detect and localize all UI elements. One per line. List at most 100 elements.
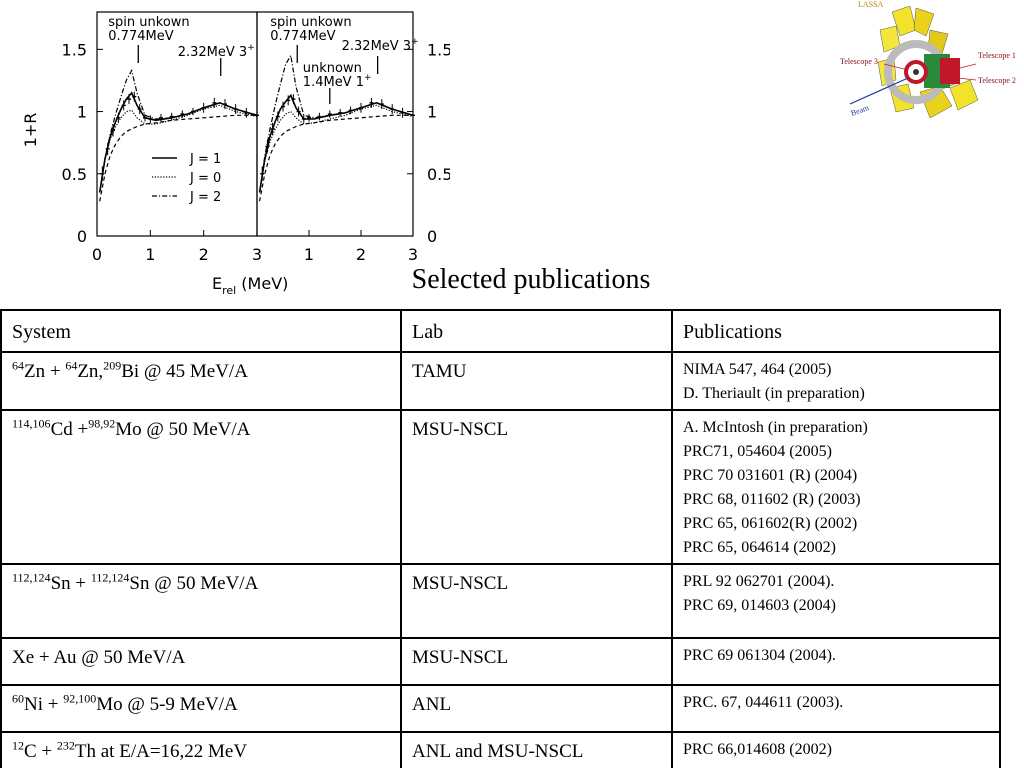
isotope-mass: 98,92: [88, 416, 116, 431]
x-axis-label-text: E: [212, 274, 222, 293]
legend-label: J = 2: [189, 190, 221, 205]
isotope-mass: 112,124: [12, 570, 51, 585]
legend-label: J = 0: [189, 171, 221, 186]
annotation: 0.774MeV: [108, 29, 173, 44]
publications-cell: PRL 92 062701 (2004). PRC 69, 014603 (200…: [671, 563, 1001, 639]
figure-title: LASSA: [858, 0, 884, 9]
annotation-text: 0.774MeV: [108, 29, 173, 44]
system-cell: Xe + Au @ 50 MeV/A: [0, 637, 402, 686]
isotope-mass: 64: [65, 358, 78, 373]
system-text: C +: [24, 741, 57, 762]
annotation-sup: +: [411, 37, 419, 47]
system-text: Zn +: [24, 361, 66, 382]
y-tick-label: 0.5: [62, 165, 87, 184]
isotope-mass: 64: [12, 358, 24, 373]
y-tick-label: 0: [427, 227, 437, 246]
lab-cell: TAMU: [400, 351, 673, 411]
publication: PRC71, 054604 (2005): [683, 443, 832, 460]
publication: PRC 69, 014603 (2004): [683, 597, 836, 614]
annotation-text: 0.774MeV: [270, 29, 335, 44]
annotation-text: spin unkown: [270, 15, 351, 30]
publications-cell: PRC. 67, 044611 (2003).: [671, 684, 1001, 733]
x-tick-label: 3: [252, 245, 262, 264]
y-tick-label: 1.5: [427, 40, 450, 59]
publication: NIMA 547, 464 (2005): [683, 361, 832, 378]
publication: PRC 68, 011602 (R) (2003): [683, 491, 861, 508]
y-tick-label: 1: [77, 103, 87, 122]
publication: A. McIntosh (in preparation): [683, 419, 868, 436]
publications-cell: PRC 66,014608 (2002): [671, 731, 1001, 768]
system-text: Ni +: [24, 694, 64, 715]
plot-frame: [256, 11, 414, 237]
figure-label: Telescope 3: [840, 57, 878, 66]
figure-label: Telescope 2: [978, 76, 1016, 85]
annotation-text: 1.4MeV 1: [303, 75, 364, 90]
publication: D. Theriault (in preparation): [683, 385, 865, 402]
lab-cell: ANL: [400, 684, 673, 733]
system-text: Bi @ 45 MeV/A: [121, 361, 248, 382]
isotope-mass: 114,106: [12, 416, 51, 431]
system-text: Zn,: [77, 361, 104, 382]
publication: PRC 65, 064614 (2002): [683, 539, 836, 556]
system-cell: 112,124Sn + 112,124Sn @ 50 MeV/A: [0, 563, 402, 639]
curve: [99, 104, 258, 193]
lab-cell: MSU-NSCL: [400, 637, 673, 686]
curve: [259, 114, 413, 202]
lab-cell: ANL and MSU-NSCL: [400, 731, 673, 768]
publication: PRC 69 061304 (2004).: [683, 647, 836, 664]
system-text: Sn @ 50 MeV/A: [129, 573, 259, 594]
x-tick-label: 0: [92, 245, 102, 264]
annotation-text: 2.32MeV 3: [342, 39, 411, 54]
x-axis-label-sub: rel: [222, 284, 236, 297]
header-cell: System: [0, 309, 402, 353]
y-tick-label: 0.5: [427, 165, 450, 184]
publication: PRC. 67, 044611 (2003).: [683, 694, 844, 711]
table-row: 114,106Cd +98,92Mo @ 50 MeV/A MSU-NSCL A. …: [0, 409, 1001, 565]
publication: PRC 70 031601 (R) (2004): [683, 467, 858, 484]
publications-cell: A. McIntosh (in preparation) PRC71, 05460…: [671, 409, 1001, 565]
lab-cell: MSU-NSCL: [400, 563, 673, 639]
publication: PRC 66,014608 (2002): [683, 741, 832, 758]
annotation: 1.4MeV 1+: [303, 73, 372, 90]
isotope-mass: 92,100: [63, 691, 97, 706]
annotation: 2.32MeV 3+: [178, 43, 255, 60]
curve: [99, 68, 258, 193]
annotation: 0.774MeV: [270, 29, 335, 44]
isotope-mass: 112,124: [90, 570, 130, 585]
system-text: Mo @ 5-9 MeV/A: [96, 694, 238, 715]
curve: [259, 104, 414, 193]
publication: PRC 65, 061602(R) (2002): [683, 515, 858, 532]
curve: [259, 53, 414, 193]
legend-label: J = 1: [189, 152, 221, 167]
system-text: Th at E/A=16,22 MeV: [74, 741, 248, 762]
annotation-text: 2.32MeV 3: [178, 45, 247, 60]
table-row: Xe + Au @ 50 MeV/A MSU-NSCL PRC 69 061304 …: [0, 637, 1001, 686]
system-cell: 60Ni + 92,100Mo @ 5-9 MeV/A: [0, 684, 402, 733]
system-cell: 64Zn + 64Zn,209Bi @ 45 MeV/A: [0, 351, 402, 411]
system-text: Cd +: [50, 419, 89, 440]
annotation: spin unkown: [108, 15, 189, 30]
publications-cell: PRC 69 061304 (2004).: [671, 637, 1001, 686]
x-tick-label: 2: [356, 245, 366, 264]
x-tick-label: 2: [199, 245, 209, 264]
publications-table: System Lab Publications 64Zn + 64Zn,209Bi @…: [0, 309, 1001, 768]
isotope-mass: 232: [56, 738, 75, 753]
annotation-sup: +: [364, 73, 372, 83]
annotation-text: unknown: [303, 61, 362, 76]
x-tick-label: 3: [408, 245, 418, 264]
annotation-sup: +: [247, 43, 255, 53]
system-cell: 114,106Cd +98,92Mo @ 50 MeV/A: [0, 409, 402, 565]
table-row: 112,124Sn + 112,124Sn @ 50 MeV/A MSU-NSCL…: [0, 563, 1001, 639]
detector-array: [849, 5, 979, 119]
isotope-mass: 60: [12, 691, 24, 706]
table-row: 60Ni + 92,100Mo @ 5-9 MeV/A ANL PRC. 67, 0…: [0, 684, 1001, 733]
y-axis-label: 1+R: [21, 113, 40, 148]
x-axis-label-text: (MeV): [236, 274, 288, 293]
x-tick-label: 1: [145, 245, 155, 264]
curve: [99, 114, 257, 202]
annotation: 2.32MeV 3+: [342, 37, 419, 54]
header-cell: Lab: [400, 309, 673, 353]
y-tick-label: 0: [77, 227, 87, 246]
